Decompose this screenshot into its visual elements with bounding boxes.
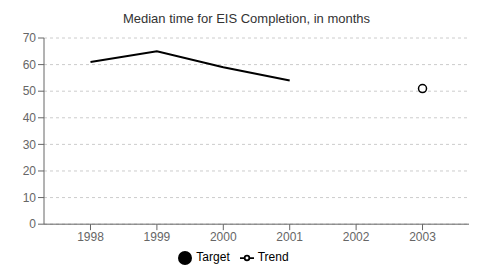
html-text:Target: Target (196, 250, 230, 265)
svg-text:2001: 2001 (276, 230, 303, 244)
svg-text:30: 30 (23, 138, 37, 152)
svg-text:1998: 1998 (77, 230, 104, 244)
svg-text:2002: 2002 (343, 230, 370, 244)
html-text:Median time for EIS Completion: Median time for EIS Completion, in month… (122, 11, 370, 26)
svg-text:60: 60 (23, 58, 37, 72)
svg-text:0: 0 (29, 217, 36, 231)
svg-text:50: 50 (23, 84, 37, 98)
svg-text:20: 20 (23, 164, 37, 178)
svg-text:40: 40 (23, 111, 37, 125)
svg-text:1999: 1999 (144, 230, 171, 244)
html-text:Trend: Trend (257, 250, 289, 265)
svg-text:70: 70 (23, 31, 37, 45)
svg-text:2003: 2003 (409, 230, 436, 244)
svg-text:2000: 2000 (210, 230, 237, 244)
svg-text:10: 10 (23, 191, 37, 205)
